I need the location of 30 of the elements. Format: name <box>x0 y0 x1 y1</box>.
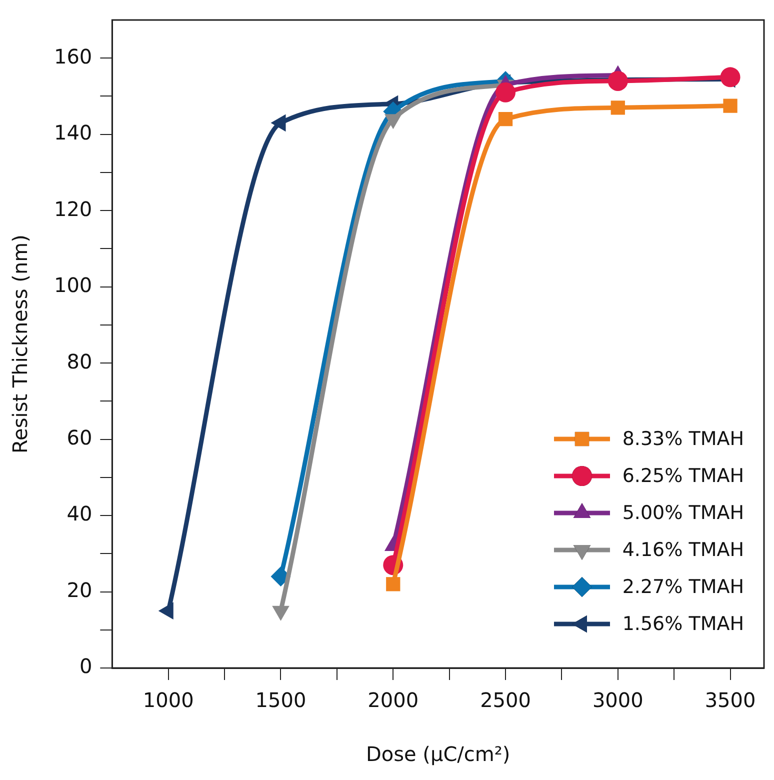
y-tick-label: 80 <box>66 349 92 374</box>
x-tick-label: 3500 <box>704 688 756 712</box>
y-tick-label: 140 <box>54 120 92 145</box>
x-tick-label: 1000 <box>142 688 194 712</box>
x-tick-label: 2500 <box>480 688 531 712</box>
legend-label: 8.33% TMAH <box>622 428 744 450</box>
legend-label: 5.00% TMAH <box>622 502 744 524</box>
legend-label: 6.25% TMAH <box>622 465 744 487</box>
y-tick-label: 120 <box>54 196 92 221</box>
point <box>608 70 628 91</box>
point <box>496 82 516 102</box>
y-tick-label: 160 <box>54 44 92 68</box>
legend-label: 2.27% TMAH <box>622 576 744 598</box>
x-axis-title: Dose (μC/cm²) <box>366 742 510 766</box>
legend-label: 4.16% TMAH <box>622 539 744 561</box>
y-tick-label: 60 <box>66 425 92 450</box>
y-tick-label: 40 <box>66 502 92 526</box>
y-tick-label: 0 <box>79 654 92 678</box>
point <box>720 67 740 88</box>
point <box>498 112 513 126</box>
x-tick-label: 2000 <box>368 688 419 712</box>
y-axis-title: Resist Thickness (nm) <box>8 234 32 454</box>
y-tick-label: 100 <box>54 273 92 298</box>
y-tick-label: 20 <box>66 578 92 602</box>
point <box>610 100 625 115</box>
x-tick-label: 1500 <box>255 688 306 712</box>
point <box>386 577 400 592</box>
x-tick-label: 3000 <box>592 688 644 712</box>
point <box>723 98 738 113</box>
legend-label: 1.56% TMAH <box>622 613 744 635</box>
